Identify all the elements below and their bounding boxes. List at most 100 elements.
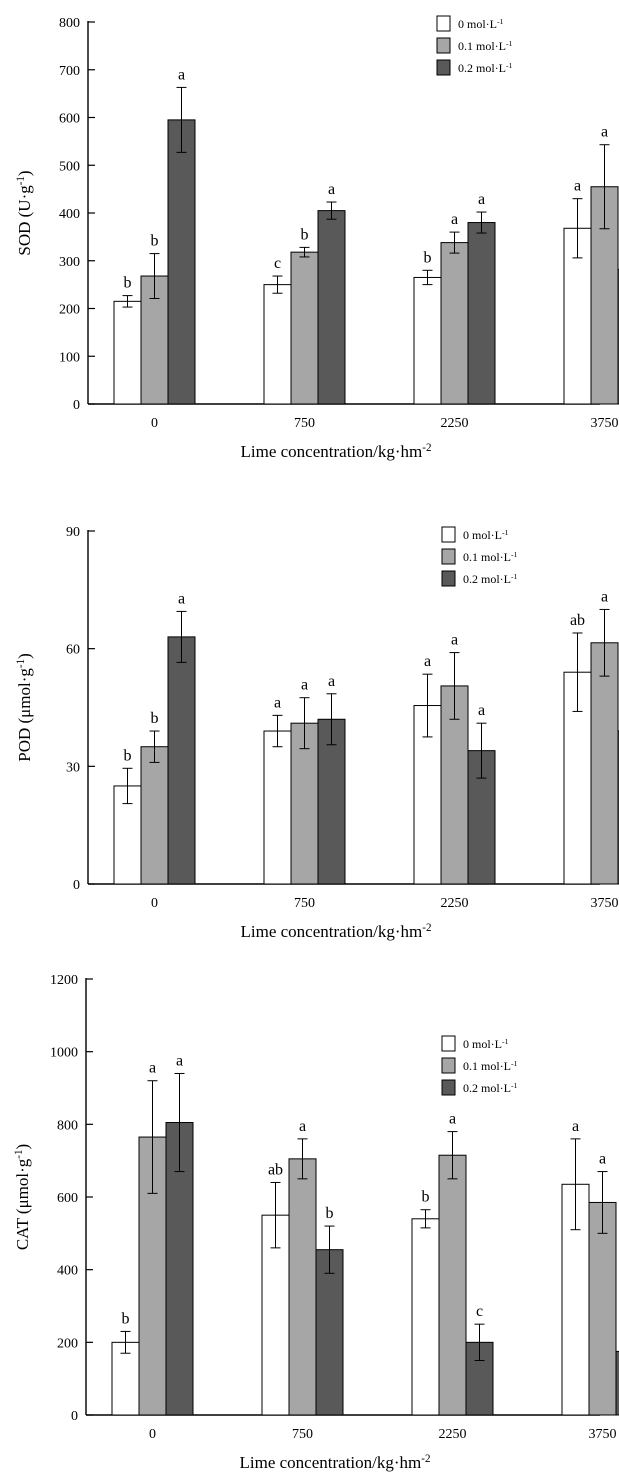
x-tick-label: 3750 [589, 1427, 617, 1442]
significance-letter: a [299, 1118, 306, 1135]
y-axis-title: CAT (μmol·g-1) [13, 1144, 32, 1250]
bar [467, 222, 496, 405]
legend-swatch [441, 1035, 456, 1052]
y-tick-label: 300 [59, 255, 80, 270]
x-tick-label: 2250 [441, 416, 469, 431]
significance-letter: ab [570, 612, 585, 629]
x-tick-label: 0 [151, 896, 158, 911]
significance-letter: a [328, 181, 335, 198]
y-axis-title: POD (μmol·g-1) [15, 653, 34, 762]
legend-label: 0.1 mol·L-1 [458, 39, 513, 54]
y-tick-label: 90 [66, 525, 80, 540]
significance-letter: a [178, 590, 185, 607]
y-tick-label: 200 [59, 303, 80, 318]
bar [317, 718, 346, 885]
legend-label: 0 mol·L-1 [463, 1037, 509, 1052]
bar [317, 210, 346, 405]
significance-letter: a [424, 653, 431, 670]
bar [615, 1350, 619, 1416]
bar [413, 276, 442, 405]
legend: 0 mol·L-1 0.1 mol·L-1 0.2 mol·L-1 [436, 15, 513, 76]
x-tick-label: 0 [149, 1427, 156, 1442]
y-tick-label: 1200 [50, 973, 78, 988]
significance-letter: b [326, 1205, 334, 1222]
significance-letter: c [274, 255, 281, 272]
legend-swatch [436, 37, 451, 54]
significance-letter: a [572, 1118, 579, 1135]
legend-swatch [436, 15, 451, 32]
legend-label: 0.2 mol·L-1 [458, 61, 513, 76]
y-tick-label: 200 [57, 1336, 78, 1351]
legend-swatch [441, 548, 456, 565]
bar [588, 1201, 617, 1416]
bar [263, 284, 292, 405]
x-tick-label: 2250 [439, 1427, 467, 1442]
y-tick-label: 100 [59, 350, 80, 365]
significance-letter: a [328, 673, 335, 690]
significance-letter: b [124, 747, 132, 764]
y-tick-label: 500 [59, 159, 80, 174]
y-tick-label: 800 [57, 1118, 78, 1133]
significance-letter: b [124, 275, 132, 292]
legend-swatch [441, 570, 456, 587]
y-tick-label: 600 [59, 112, 80, 127]
significance-letter: a [451, 211, 458, 228]
significance-letter: a [301, 677, 308, 694]
bar [140, 746, 169, 885]
significance-letter: b [151, 710, 159, 727]
y-tick-label: 0 [71, 1409, 78, 1424]
x-axis-title: Lime concentration/kg·hm-2 [241, 922, 432, 941]
y-tick-label: 600 [57, 1191, 78, 1206]
legend-label: 0.2 mol·L-1 [463, 572, 518, 587]
x-tick-label: 3750 [591, 416, 619, 431]
x-axis-title: Lime concentration/kg·hm-2 [240, 1453, 431, 1472]
significance-letter: a [176, 1052, 183, 1069]
chart-panel-2: 0306090bba0aaa750aaa2250abab3750Lime con… [15, 525, 619, 941]
bar [167, 119, 196, 405]
significance-letter: a [149, 1060, 156, 1077]
y-tick-label: 0 [73, 398, 80, 413]
significance-letter: b [301, 226, 309, 243]
bar [411, 1218, 440, 1416]
significance-letter: a [478, 191, 485, 208]
legend-label: 0 mol·L-1 [458, 17, 504, 32]
x-axis-title: Lime concentration/kg·hm-2 [241, 442, 432, 461]
significance-letter: a [274, 694, 281, 711]
y-tick-label: 700 [59, 64, 80, 79]
legend: 0 mol·L-1 0.1 mol·L-1 0.2 mol·L-1 [441, 1035, 518, 1096]
bar [438, 1154, 467, 1416]
significance-letter: a [478, 702, 485, 719]
x-tick-label: 750 [294, 896, 315, 911]
legend-label: 0 mol·L-1 [463, 528, 509, 543]
significance-letter: c [476, 1303, 483, 1320]
y-tick-label: 30 [66, 760, 80, 775]
significance-letter: a [178, 66, 185, 83]
y-tick-label: 400 [57, 1264, 78, 1279]
significance-letter: a [601, 124, 608, 141]
bar [440, 242, 469, 405]
legend-swatch [441, 1079, 456, 1096]
legend-label: 0.1 mol·L-1 [463, 550, 518, 565]
y-tick-label: 400 [59, 207, 80, 222]
bar [261, 1214, 290, 1416]
x-tick-label: 3750 [591, 896, 619, 911]
significance-letter: a [601, 588, 608, 605]
y-tick-label: 0 [73, 878, 80, 893]
significance-letter: b [151, 233, 159, 250]
x-tick-label: 750 [292, 1427, 313, 1442]
bar [315, 1249, 344, 1416]
x-tick-label: 750 [294, 416, 315, 431]
chart-panel-1: 0 100 200 300 400 500 600 700 800 b b a 0 c b a 750 b a a 22… [15, 15, 619, 461]
significance-letter: a [599, 1151, 606, 1168]
bar [590, 642, 619, 885]
bar [263, 730, 292, 885]
significance-letter: a [449, 1111, 456, 1128]
significance-letter: b [424, 249, 432, 266]
y-axis-title: SOD (U·g-1) [15, 170, 34, 255]
legend-swatch [436, 59, 451, 76]
legend-label: 0.1 mol·L-1 [463, 1059, 518, 1074]
bar [113, 300, 142, 405]
legend-swatch [441, 1057, 456, 1074]
y-tick-label: 60 [66, 643, 80, 658]
